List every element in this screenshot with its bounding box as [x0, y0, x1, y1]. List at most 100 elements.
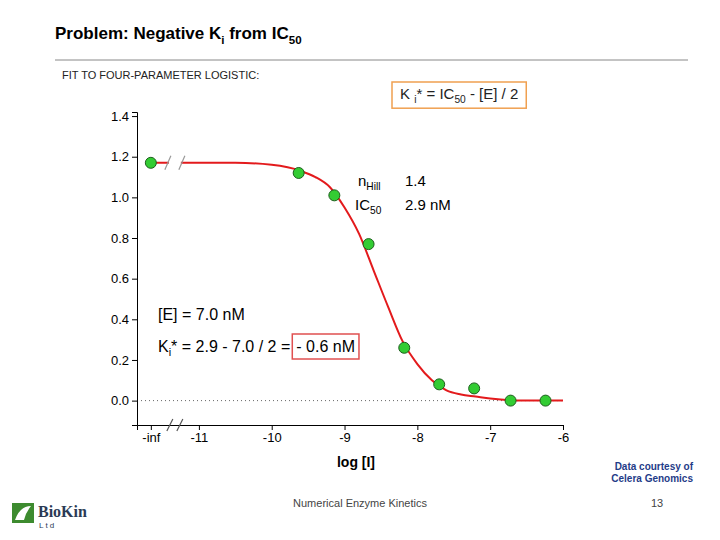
x-tick: -7 [485, 425, 497, 445]
text-segment: * = 2.9 - 7.0 / 2 = [171, 338, 290, 355]
x-tick: -10 [263, 425, 282, 445]
credit: Data courtesy of [615, 461, 694, 472]
ki-calc: Ki* = 2.9 - 7.0 / 2 = [158, 338, 290, 358]
x-tick: -11 [190, 425, 208, 445]
text-segment: 50 [370, 205, 382, 216]
title-rule [55, 60, 688, 61]
y-tick: 1.4 [111, 109, 137, 124]
x-tick-label: -inf [142, 430, 160, 445]
footer-center: Numerical Enzyme Kinetics [293, 497, 427, 509]
text-segment: [E] = 7.0 nM [158, 306, 245, 323]
x-tick-label: -9 [339, 430, 351, 445]
data-point [540, 395, 551, 406]
text-segment: 50 [289, 34, 302, 46]
text-segment: Problem: Negative K [55, 24, 222, 43]
y-tick-mark [132, 360, 137, 361]
break-mark [177, 419, 183, 431]
y-tick-mark [132, 279, 137, 280]
x-tick-label: -11 [190, 430, 208, 445]
text-segment: 2.9 nM [405, 196, 451, 213]
y-tick-mark [132, 197, 137, 198]
y-tick-label: 1.2 [111, 149, 129, 164]
result-box [292, 334, 359, 359]
data-point [469, 383, 480, 394]
y-tick: 0.6 [111, 271, 137, 286]
text-segment: - [E] / 2 [466, 85, 519, 102]
y-tick-label: 0.4 [111, 312, 129, 327]
data-point [363, 239, 374, 250]
subtitle: FIT TO FOUR-PARAMETER LOGISTIC: [62, 69, 259, 81]
text-segment: n [358, 172, 366, 189]
text-segment: - 0.6 nM [296, 338, 355, 355]
logo-subtext: Ltd [39, 521, 56, 530]
y-tick: 0.0 [111, 393, 137, 408]
slide: Problem: Negative Ki from IC50 FIT TO FOU… [0, 0, 720, 540]
enzyme-conc: [E] = 7.0 nM [158, 306, 245, 323]
y-tick-label: 0.0 [111, 393, 129, 408]
y-tick: 1.2 [111, 149, 137, 164]
x-tick-label: -6 [558, 430, 570, 445]
y-tick-label: 0.8 [111, 231, 129, 246]
x-tick-label: -8 [412, 430, 424, 445]
formula: K i* = IC50 - [E] / 2 [400, 85, 518, 105]
axis-break [165, 156, 185, 431]
y-tick: 0.8 [111, 231, 137, 246]
y-tick: 1.0 [111, 190, 137, 205]
annotations: K i* = IC50 - [E] / 2nHill1.4IC502.9 nM[… [158, 82, 526, 359]
break-mark [167, 419, 173, 431]
break-mark [179, 156, 185, 170]
y-axis-line [132, 113, 138, 426]
x-tick-label: -7 [485, 430, 497, 445]
y-tick-label: 1.4 [111, 109, 129, 124]
text-segment: 50 [454, 94, 466, 105]
y-tick-mark [132, 238, 137, 239]
x-axis-title: log [I] [337, 454, 375, 470]
y-tick-label: 1.0 [111, 190, 129, 205]
data-point [399, 342, 410, 353]
y-tick-mark [132, 319, 137, 320]
x-tick: -9 [339, 425, 351, 445]
ic50-label: IC50 [355, 196, 382, 216]
data-point [434, 379, 445, 390]
formula-box [392, 82, 526, 108]
title: Problem: Negative Ki from IC50 [55, 24, 302, 46]
background [0, 0, 720, 540]
y-axis: 0.0 0.2 0.4 0.6 0.8 1.0 1.2 1.4 [111, 109, 138, 426]
text-segment: IC [355, 196, 370, 213]
text-segment: K [400, 85, 414, 102]
y-tick-mark [132, 157, 137, 158]
logo: BioKinLtd [12, 503, 87, 530]
x-tick-label: -10 [263, 430, 282, 445]
break-gap [169, 159, 181, 167]
hill-value: 1.4 [405, 172, 426, 189]
data-point [329, 190, 340, 201]
break-mark [165, 156, 171, 170]
hill-label: nHill [358, 172, 381, 192]
page-number: 13 [651, 497, 663, 509]
fit-curve [155, 163, 563, 401]
plot-data [145, 157, 563, 406]
y-tick-mark [132, 116, 137, 117]
logo-icon [12, 503, 34, 523]
y-tick: 0.2 [111, 353, 137, 368]
text-segment: * = IC [416, 85, 454, 102]
text-segment: 1.4 [405, 172, 426, 189]
x-tick: -inf [142, 425, 160, 445]
credit: Celera Genomics [611, 473, 693, 484]
ki-result: - 0.6 nM [296, 338, 355, 355]
text-segment: K [158, 338, 169, 355]
data-point [293, 167, 304, 178]
ic50-value: 2.9 nM [405, 196, 451, 213]
data-point [505, 395, 516, 406]
data-point [145, 157, 156, 168]
logo-leaf [15, 506, 31, 520]
text-segment: from IC [224, 24, 288, 43]
y-tick-label: 0.6 [111, 271, 129, 286]
x-tick: -8 [412, 425, 424, 445]
x-tick: -6 [558, 425, 570, 445]
y-tick-mark [132, 401, 137, 402]
y-tick: 0.4 [111, 312, 137, 327]
y-tick-label: 0.2 [111, 353, 129, 368]
text-segment: Hill [366, 181, 380, 192]
x-axis: -inf -11 -10 -9 -8 -7 -6 [138, 425, 570, 445]
